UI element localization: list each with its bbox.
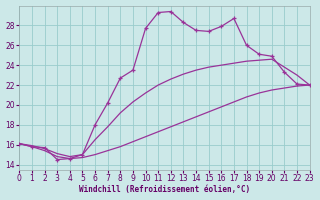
X-axis label: Windchill (Refroidissement éolien,°C): Windchill (Refroidissement éolien,°C) xyxy=(79,185,250,194)
